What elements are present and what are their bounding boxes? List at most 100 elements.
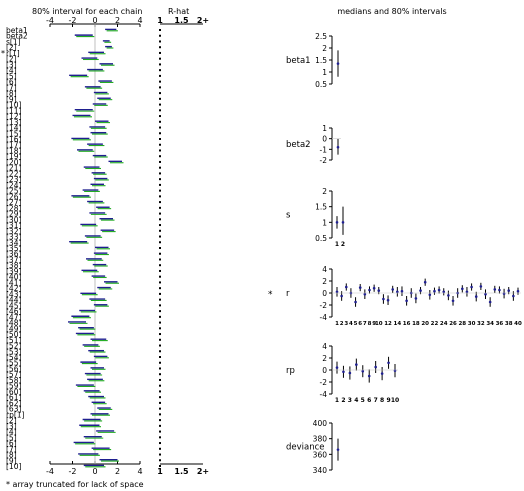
row-label: [4]: [6, 428, 17, 437]
y-tick-label: 0.5: [315, 80, 327, 89]
row-label: [44]: [6, 296, 21, 305]
row-label: [10]: [6, 462, 21, 471]
truncation-star: *: [1, 49, 5, 58]
rhat-dot: [159, 304, 161, 307]
rhat-tick-label: 2+: [197, 16, 209, 25]
rhat-dot: [159, 247, 161, 249]
row-label: [25]: [6, 187, 21, 196]
rhat-dot: [159, 80, 161, 83]
median-point: [372, 286, 376, 290]
median-point: [387, 361, 390, 365]
median-point: [433, 289, 436, 293]
rhat-dot: [159, 57, 161, 60]
rhat-dot: [159, 442, 161, 445]
rhat-dot: [159, 224, 161, 227]
median-point: [354, 300, 357, 304]
rhat-dot: [159, 115, 161, 118]
median-point: [367, 374, 371, 378]
rhat-dot: [159, 350, 161, 353]
x-tick-label: 9: [372, 321, 376, 327]
rhat-dot: [159, 229, 161, 232]
panel-label: rp: [286, 366, 295, 376]
rhat-dot: [159, 258, 161, 261]
y-tick-label: 0.5: [315, 234, 327, 243]
rhat-dot: [159, 46, 161, 49]
rhat-dot: [159, 459, 161, 462]
median-point: [391, 288, 394, 291]
median-point: [377, 289, 381, 292]
rhat-dot: [159, 447, 161, 450]
median-point: [393, 369, 397, 372]
row-label: [36]: [6, 250, 21, 259]
median-point: [382, 297, 385, 301]
row-label: [63]: [6, 405, 21, 414]
rhat-dot: [159, 264, 161, 267]
median-point: [400, 289, 404, 293]
row-label: [6]: [6, 78, 17, 87]
rhat-dot: [159, 178, 161, 181]
rhat-dot: [159, 367, 161, 370]
row-label: [19]: [6, 152, 21, 161]
rhat-dot: [159, 218, 161, 221]
row-label: [46]: [6, 307, 21, 316]
rhat-dot: [159, 275, 161, 278]
y-tick-label: 1: [322, 218, 327, 227]
median-point: [341, 221, 345, 224]
rhat-dot: [159, 172, 161, 175]
median-point: [386, 298, 390, 302]
rhat-dot: [159, 143, 161, 146]
panel-label: deviance: [286, 443, 325, 453]
x-tick-label: 36: [496, 321, 504, 327]
rhat-dot: [159, 212, 161, 215]
rhat-dot: [159, 361, 161, 364]
y-tick-label: 0: [322, 135, 327, 144]
rhat-dot: [159, 396, 161, 399]
panel-label: beta2: [286, 140, 311, 150]
rhat-dot: [159, 252, 161, 255]
y-tick-label: 4: [322, 342, 327, 351]
y-tick-label: 4: [322, 265, 327, 274]
truncation-star: *: [268, 290, 273, 300]
x-tick-label: 5: [361, 397, 365, 404]
y-tick-label: 360: [313, 450, 328, 459]
row-label: [8]: [6, 89, 17, 98]
row-label: [7]: [6, 445, 17, 454]
row-label: rp[1]: [6, 410, 25, 419]
median-point: [502, 292, 506, 295]
row-label: [43]: [6, 290, 21, 299]
rhat-dot: [159, 97, 161, 100]
row-label: [38]: [6, 261, 21, 270]
median-point: [336, 145, 340, 149]
median-point: [516, 289, 520, 293]
median-point: [361, 369, 365, 373]
row-label: [60]: [6, 387, 21, 396]
y-tick-label: 2.5: [315, 32, 327, 41]
x-tick-label: 40: [514, 321, 522, 327]
x-tick-label: 7: [374, 397, 378, 404]
median-point: [474, 295, 478, 298]
rhat-tick-label: 1.5: [174, 16, 189, 25]
x-tick-label: 10: [391, 397, 399, 404]
rhat-dot: [159, 333, 161, 336]
rhat-dot: [159, 436, 161, 439]
rhat-dot: [159, 109, 161, 112]
rhat-dot: [159, 413, 161, 416]
rhat-tick-label: 1: [157, 16, 163, 25]
y-tick-label: 0: [322, 366, 327, 375]
rhat-dot: [159, 92, 161, 95]
y-tick-label: 0: [322, 289, 327, 298]
x-tick-label: 28: [458, 321, 466, 327]
median-point: [442, 290, 446, 294]
median-point: [470, 285, 473, 289]
rhat-dot: [159, 69, 161, 72]
row-label: [5]: [6, 72, 17, 81]
row-label: [20]: [6, 158, 21, 167]
median-point: [437, 288, 441, 292]
rhat-dot: [159, 86, 161, 89]
interval-tick-label: 4: [137, 467, 142, 476]
left-title: 80% interval for each chain: [32, 7, 142, 16]
row-label: [33]: [6, 233, 21, 242]
interval-tick-label: 0: [92, 16, 97, 25]
